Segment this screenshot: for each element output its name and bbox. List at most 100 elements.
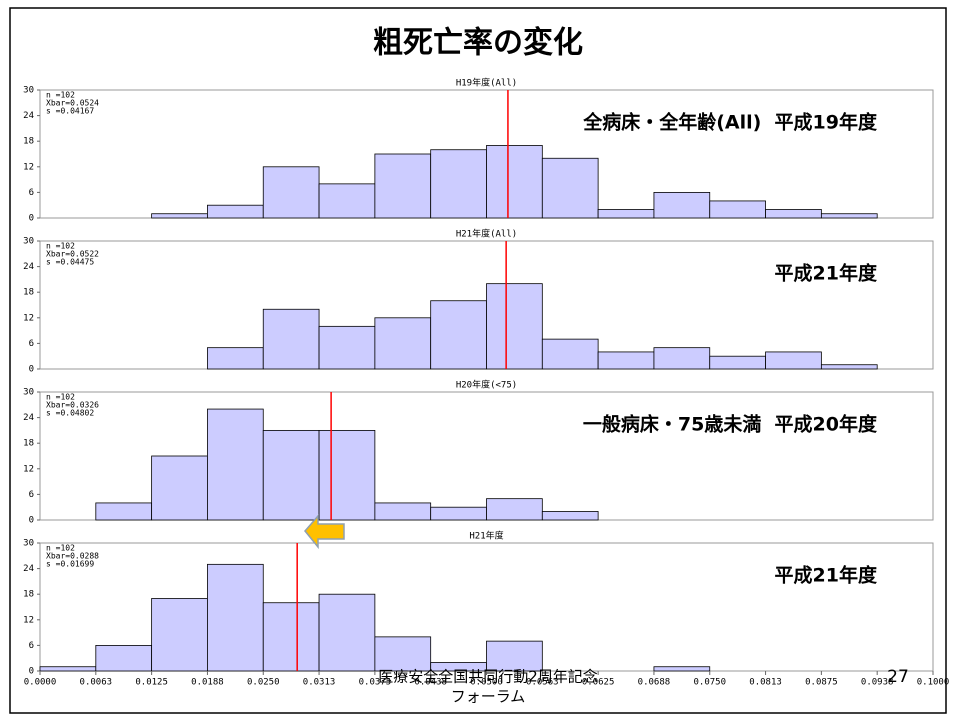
x-tick-label: 0.0000 [24, 678, 57, 688]
y-tick-label: 6 [29, 490, 34, 500]
bar [765, 209, 822, 219]
bar [541, 511, 599, 521]
bar [207, 204, 264, 219]
stat-text: s =0.04802 [46, 409, 94, 418]
x-tick-label: 0.0125 [135, 678, 168, 688]
y-tick-label: 12 [23, 615, 34, 625]
bar [765, 351, 822, 370]
y-tick-label: 24 [23, 111, 34, 121]
bar [653, 666, 711, 672]
bar [374, 636, 432, 672]
bar [39, 666, 97, 672]
bar [262, 602, 320, 672]
y-tick-label: 0 [29, 516, 34, 526]
bar [262, 308, 320, 370]
bar [318, 325, 376, 370]
y-tick-label: 18 [23, 439, 34, 449]
page-number: 27 [887, 667, 909, 687]
stat-text: n =102 [46, 393, 75, 402]
bar [709, 200, 766, 219]
x-tick-label: 0.0250 [247, 678, 280, 688]
y-tick-label: 12 [23, 464, 34, 474]
bar [820, 364, 878, 370]
bar [151, 455, 208, 521]
arrow [304, 513, 345, 550]
stat-text: s =0.01699 [46, 560, 94, 569]
chart-title: H21年度 [469, 530, 503, 542]
bar [318, 593, 376, 672]
y-tick-label: 6 [29, 339, 34, 349]
bar [486, 498, 543, 521]
y-tick-label: 18 [23, 137, 34, 147]
x-tick-label: 0.0938 [861, 678, 894, 688]
bar [597, 209, 655, 219]
y-tick-label: 18 [23, 590, 34, 600]
footer: 医療安全全国共同行動2周年記念 [378, 668, 598, 686]
bar [430, 506, 487, 521]
y-tick-label: 0 [29, 365, 34, 375]
bar [207, 563, 264, 672]
bar [95, 645, 153, 672]
bar [318, 429, 376, 521]
bar [207, 347, 264, 370]
bar [653, 191, 711, 219]
stat-text: Xbar=0.0524 [46, 99, 99, 108]
stat-text: n =102 [46, 544, 75, 553]
bar [318, 183, 376, 219]
y-tick-label: 6 [29, 188, 34, 198]
y-tick-label: 24 [23, 262, 34, 272]
x-tick-label: 0.0563 [526, 678, 559, 688]
bar [486, 283, 543, 370]
y-tick-label: 24 [23, 413, 34, 423]
bar [207, 408, 264, 521]
stat-text: Xbar=0.0326 [46, 401, 99, 410]
x-tick-label: 0.0625 [582, 678, 615, 688]
bar [541, 338, 599, 370]
bar [486, 640, 543, 672]
bar [151, 213, 208, 219]
y-tick-label: 6 [29, 641, 34, 651]
annotation: 平成21年度 [775, 564, 878, 587]
stat-text: Xbar=0.0522 [46, 250, 99, 259]
chart-title: H20年度(<75) [456, 379, 517, 391]
y-tick-label: 30 [23, 86, 34, 96]
x-tick-label: 0.0875 [805, 678, 838, 688]
x-tick-label: 0.0500 [470, 678, 503, 688]
bar [597, 351, 655, 370]
x-tick-label: 0.0313 [303, 678, 336, 688]
bar [430, 149, 487, 219]
x-tick-label: 0.0375 [359, 678, 392, 688]
annotation: 全病床・全年齢(All) 平成19年度 [582, 111, 878, 134]
y-tick-label: 0 [29, 667, 34, 677]
x-tick-label: 0.0188 [191, 678, 224, 688]
x-tick-label: 0.0750 [693, 678, 726, 688]
y-tick-label: 12 [23, 162, 34, 172]
y-tick-label: 12 [23, 313, 34, 323]
x-tick-label: 0.0688 [638, 678, 671, 688]
stat-text: Xbar=0.0288 [46, 552, 99, 561]
bar [709, 355, 766, 370]
bar [653, 347, 711, 370]
bar [95, 502, 153, 521]
annotation: 平成21年度 [775, 262, 878, 285]
bar [486, 145, 543, 219]
bar [430, 300, 487, 370]
bar [541, 157, 599, 219]
annotation: 一般病床・75歳未満 平成20年度 [583, 413, 878, 436]
bar [151, 598, 208, 672]
y-tick-label: 30 [23, 388, 34, 398]
chart-title: H19年度(All) [456, 77, 517, 89]
stat-text: n =102 [46, 91, 75, 100]
y-tick-label: 0 [29, 214, 34, 224]
bar [262, 166, 320, 219]
x-tick-label: 0.0063 [80, 678, 113, 688]
y-tick-label: 18 [23, 288, 34, 298]
x-tick-label: 0.1000 [917, 678, 950, 688]
bar [820, 213, 878, 219]
bar [374, 153, 432, 219]
stat-text: n =102 [46, 242, 75, 251]
slide-title: 粗死亡率の変化 [373, 26, 583, 61]
stat-text: s =0.04167 [46, 107, 94, 116]
